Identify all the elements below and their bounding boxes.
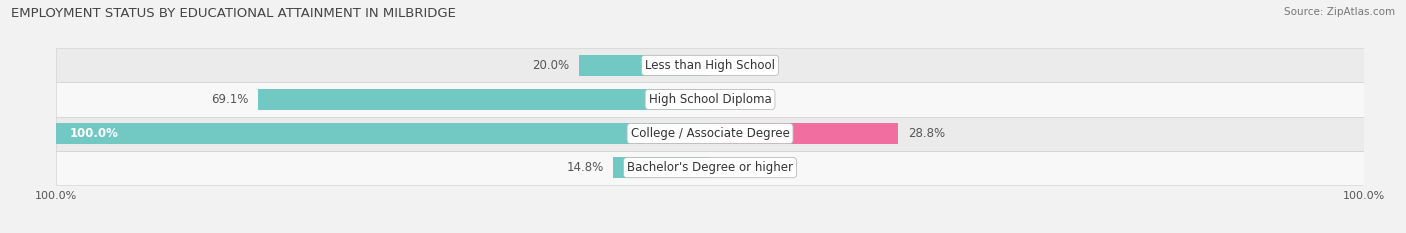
Text: 69.1%: 69.1% [211, 93, 249, 106]
Text: 0.0%: 0.0% [720, 59, 749, 72]
Text: Source: ZipAtlas.com: Source: ZipAtlas.com [1284, 7, 1395, 17]
Bar [710, 123, 898, 144]
Text: High School Diploma: High School Diploma [648, 93, 772, 106]
Text: College / Associate Degree: College / Associate Degree [631, 127, 789, 140]
Bar [613, 157, 710, 178]
Text: 20.0%: 20.0% [533, 59, 569, 72]
Text: 28.8%: 28.8% [908, 127, 945, 140]
Bar [579, 55, 710, 76]
Bar [56, 151, 1364, 185]
Bar [56, 123, 710, 144]
Text: 0.0%: 0.0% [720, 161, 749, 174]
Bar [56, 48, 1364, 82]
Bar [56, 116, 1364, 151]
Text: 14.8%: 14.8% [567, 161, 603, 174]
Text: EMPLOYMENT STATUS BY EDUCATIONAL ATTAINMENT IN MILBRIDGE: EMPLOYMENT STATUS BY EDUCATIONAL ATTAINM… [11, 7, 456, 20]
Text: 100.0%: 100.0% [69, 127, 118, 140]
Text: 0.0%: 0.0% [720, 93, 749, 106]
Bar [56, 82, 1364, 116]
Bar [259, 89, 710, 110]
Text: Less than High School: Less than High School [645, 59, 775, 72]
Text: Bachelor's Degree or higher: Bachelor's Degree or higher [627, 161, 793, 174]
